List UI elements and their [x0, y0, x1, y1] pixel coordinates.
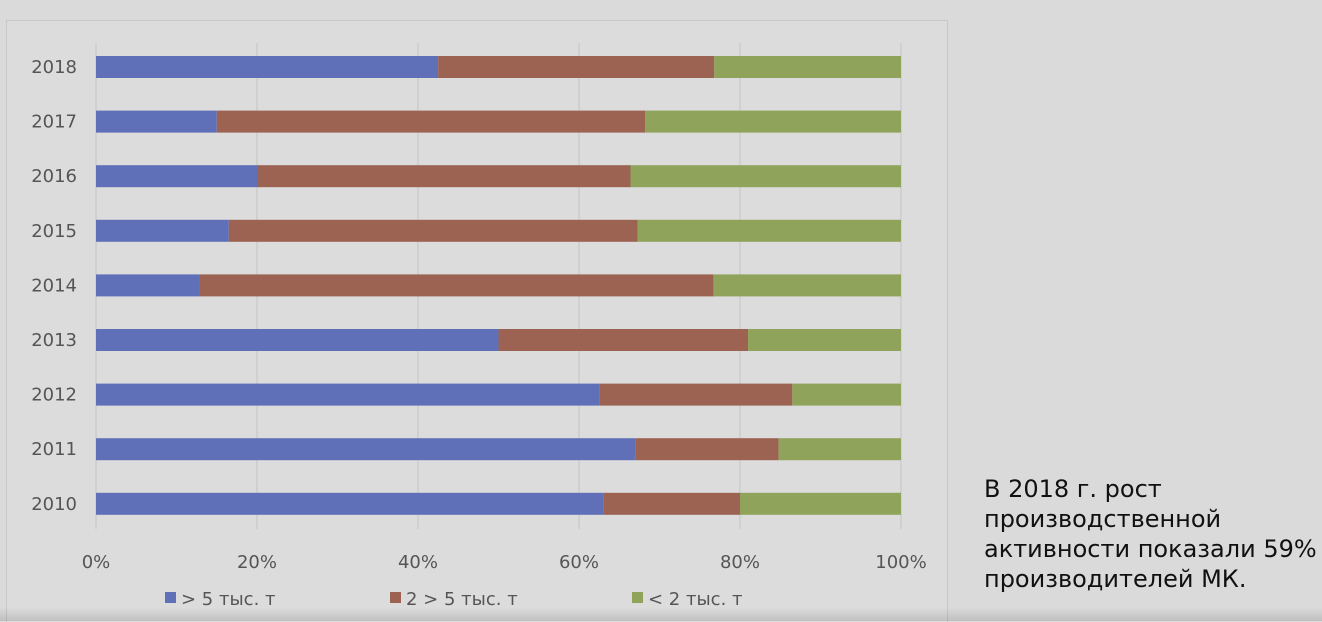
- x-tick-label: 20%: [237, 552, 277, 573]
- y-tick-label: 2010: [31, 494, 77, 515]
- x-tick-label: 100%: [875, 552, 926, 573]
- y-tick-label: 2013: [31, 330, 77, 351]
- bars: [96, 56, 901, 515]
- bar-segment: [599, 383, 793, 406]
- y-tick-label: 2012: [31, 385, 77, 406]
- bar-segment: [714, 56, 901, 78]
- bar-segment: [96, 492, 604, 515]
- chart-panel: 2018 2017 2016 2015 2014 2013 2012 2011 2010 0% 2…: [6, 20, 948, 622]
- caption-line-1: В 2018 г. рост: [984, 475, 1162, 503]
- bottom-shade: [0, 607, 1322, 621]
- bar-segment: [713, 274, 901, 297]
- bar-segment: [96, 438, 636, 461]
- y-tick-label: 2016: [31, 166, 77, 187]
- bar-segment: [216, 110, 646, 133]
- bar-segment: [96, 274, 200, 297]
- bar-segment: [96, 219, 229, 242]
- bar-segment: [778, 438, 901, 461]
- x-axis-labels: 0% 20% 40% 60% 80% 100%: [82, 552, 927, 573]
- legend-label: < 2 тыс. т: [648, 589, 743, 610]
- bar-segment: [96, 165, 257, 188]
- y-tick-label: 2011: [31, 439, 77, 460]
- bar-segment: [748, 329, 901, 351]
- bar-segment: [637, 219, 901, 242]
- legend-swatch: [165, 592, 176, 603]
- x-tick-label: 60%: [559, 552, 599, 573]
- y-tick-label: 2014: [31, 275, 77, 296]
- bar-segment: [645, 110, 901, 133]
- bar-segment: [792, 383, 901, 406]
- x-tick-label: 40%: [398, 552, 438, 573]
- stacked-bar-chart: 2018 2017 2016 2015 2014 2013 2012 2011 2010 0% 2…: [31, 43, 927, 610]
- bar-segment: [228, 219, 638, 242]
- bar-segment: [498, 329, 749, 351]
- bar-segment: [603, 492, 740, 515]
- x-tick-label: 80%: [720, 552, 760, 573]
- bar-segment: [96, 383, 600, 406]
- x-tick-label: 0%: [82, 552, 111, 573]
- bar-segment: [630, 165, 901, 188]
- bar-segment: [96, 56, 439, 78]
- caption-line-4: производителей МК.: [984, 565, 1247, 593]
- bar-segment: [740, 492, 901, 515]
- caption-line-3: активности показали 59%: [984, 535, 1317, 563]
- legend-swatch: [390, 592, 401, 603]
- legend-label: > 5 тыс. т: [181, 589, 276, 610]
- caption-text: В 2018 г. рост производственной активнос…: [984, 474, 1320, 594]
- bar-segment: [96, 329, 499, 351]
- legend: > 5 тыс. т 2 > 5 тыс. т < 2 тыс. т: [165, 589, 743, 610]
- bar-segment: [635, 438, 779, 461]
- bar-segment: [438, 56, 715, 78]
- bar-segment: [257, 165, 631, 188]
- y-tick-label: 2017: [31, 112, 77, 133]
- caption-line-2: производственной: [984, 505, 1222, 533]
- y-axis-labels: 2018 2017 2016 2015 2014 2013 2012 2011 2010: [31, 57, 77, 515]
- legend-label: 2 > 5 тыс. т: [406, 589, 518, 610]
- bar-segment: [199, 274, 714, 297]
- y-tick-label: 2015: [31, 221, 77, 242]
- bar-segment: [96, 110, 217, 133]
- y-tick-label: 2018: [31, 57, 77, 78]
- legend-swatch: [632, 592, 643, 603]
